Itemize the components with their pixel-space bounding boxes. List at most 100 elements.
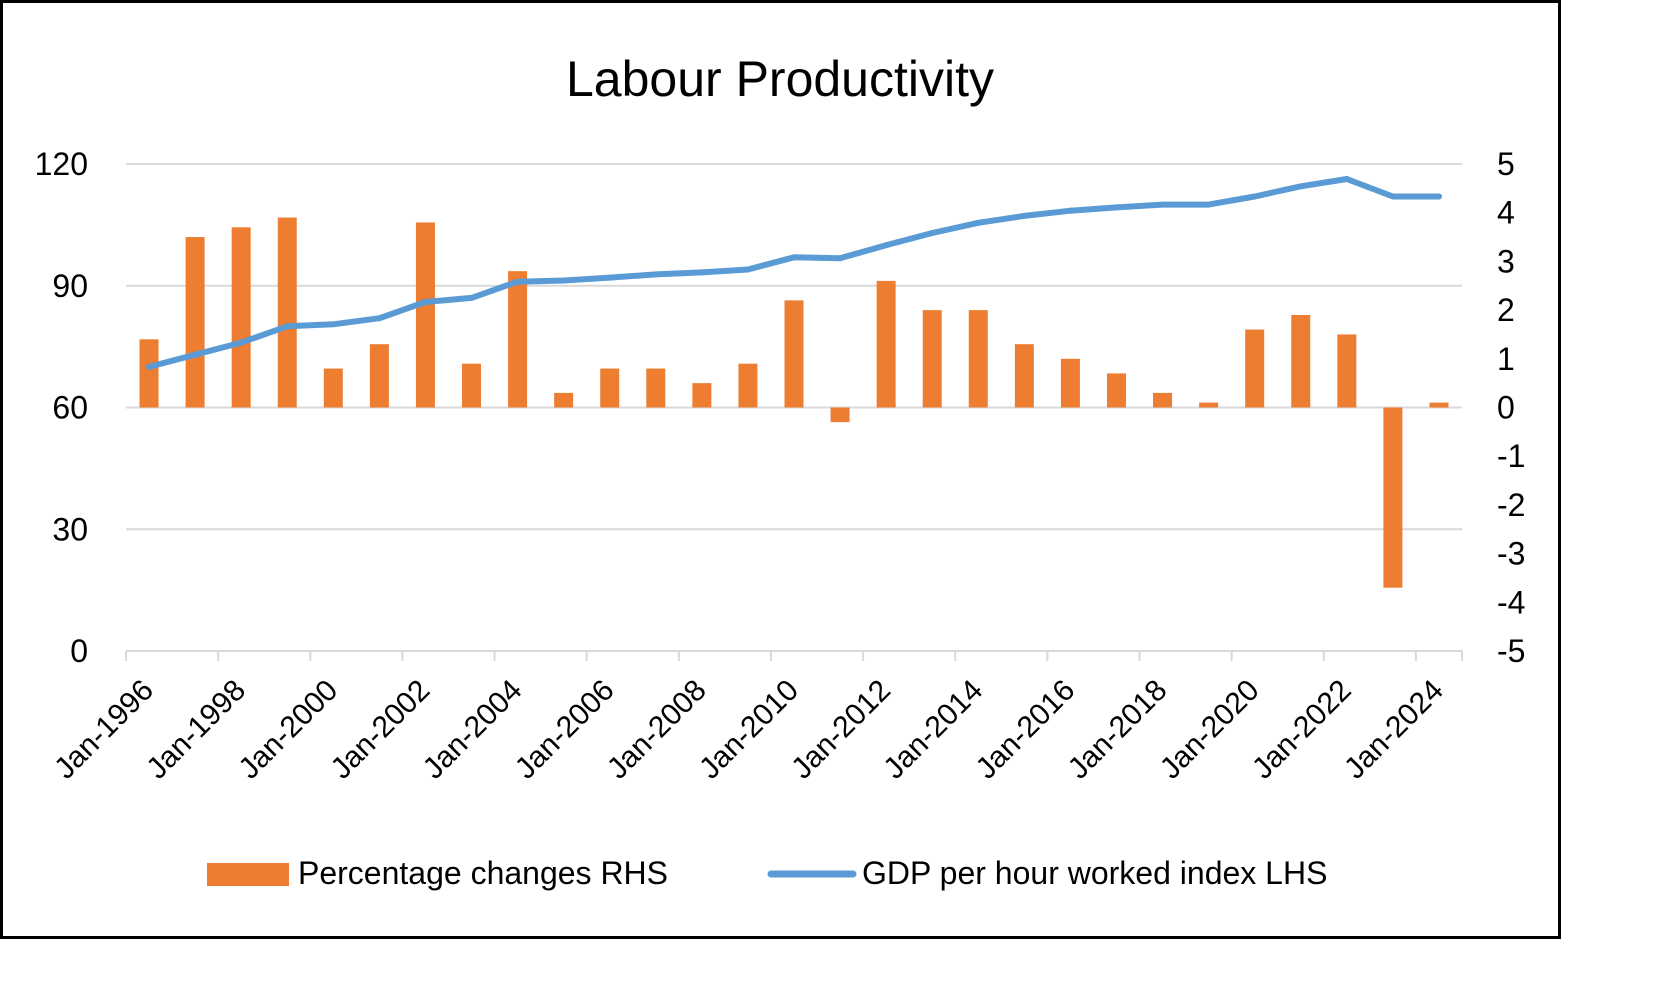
x-axis-labels: Jan-1996Jan-1998Jan-2000Jan-2002Jan-2004… — [48, 674, 1450, 786]
right-axis-label: 3 — [1497, 243, 1515, 279]
bar-2010 — [784, 300, 804, 408]
bar-2016 — [1060, 358, 1080, 408]
line-point-2003 — [468, 294, 475, 301]
x-axis-label: Jan-1996 — [48, 674, 160, 786]
line-point-2008 — [698, 269, 705, 276]
x-axis-label: Jan-2024 — [1338, 674, 1450, 786]
right-axis-label: -1 — [1497, 438, 1525, 474]
bar-1997 — [185, 237, 205, 408]
line-point-2017 — [1113, 204, 1120, 211]
x-axis-label: Jan-2004 — [417, 674, 529, 786]
legend-line-label: GDP per hour worked index LHS — [862, 855, 1327, 891]
line-point-2018 — [1159, 201, 1166, 208]
right-axis-labels: -5 -4 -3 -2 -1 0 1 2 3 4 5 — [1497, 146, 1525, 669]
line-point-2004 — [514, 278, 521, 285]
line-point-2014 — [975, 219, 982, 226]
bar-1996 — [139, 339, 159, 408]
line-point-2023 — [1389, 193, 1396, 200]
chart-title: Labour Productivity — [566, 51, 994, 107]
x-axis-label: Jan-2014 — [877, 674, 989, 786]
line-point-2000 — [330, 321, 337, 328]
line-point-2007 — [652, 271, 659, 278]
line-point-2021 — [1297, 183, 1304, 190]
line-point-1996 — [146, 363, 153, 370]
legend: Percentage changes RHS GDP per hour work… — [207, 855, 1327, 891]
line-point-2015 — [1021, 212, 1028, 219]
bar-2015 — [1014, 344, 1034, 408]
legend-bar-swatch — [207, 863, 289, 886]
line-point-2020 — [1251, 193, 1258, 200]
left-axis-label: 0 — [70, 633, 88, 669]
line-point-2009 — [744, 266, 751, 273]
bar-2005 — [554, 392, 574, 408]
bar-2020 — [1245, 329, 1265, 408]
bar-2014 — [968, 310, 988, 408]
right-axis-label: 5 — [1497, 146, 1515, 182]
right-axis-label: -3 — [1497, 536, 1525, 572]
x-axis-label: Jan-2012 — [785, 674, 897, 786]
bar-2013 — [922, 310, 942, 408]
right-axis-label: -4 — [1497, 584, 1525, 620]
bar-2006 — [600, 368, 620, 408]
line-point-2013 — [929, 229, 936, 236]
bar-1998 — [231, 227, 251, 408]
bar-2017 — [1106, 373, 1126, 408]
line-point-2005 — [560, 277, 567, 284]
x-axis-label: Jan-2010 — [693, 674, 805, 786]
x-axis — [125, 650, 1463, 661]
line-point-2024 — [1435, 193, 1442, 200]
line-point-2006 — [606, 274, 613, 281]
x-axis-label: Jan-2022 — [1246, 674, 1358, 786]
bar-2000 — [323, 368, 343, 408]
line-point-2019 — [1205, 201, 1212, 208]
line-point-1997 — [192, 351, 199, 358]
bar-2022 — [1337, 334, 1357, 408]
bar-2011 — [830, 407, 850, 423]
chart-frame — [0, 0, 1561, 939]
legend-bar-label: Percentage changes RHS — [298, 855, 668, 891]
right-axis-label: -2 — [1497, 487, 1525, 523]
bar-2007 — [646, 368, 666, 408]
line-point-1998 — [238, 339, 245, 346]
line-point-2012 — [883, 242, 890, 249]
left-axis-label: 60 — [52, 390, 88, 426]
x-axis-label: Jan-2008 — [601, 674, 713, 786]
left-axis-label: 30 — [52, 511, 88, 547]
x-axis-label: Jan-2016 — [970, 674, 1082, 786]
line-point-2001 — [376, 315, 383, 322]
line-series — [146, 176, 1442, 370]
right-axis-label: -5 — [1497, 633, 1525, 669]
bar-2004 — [508, 271, 528, 408]
bar-2012 — [876, 280, 896, 408]
bar-2008 — [692, 383, 712, 408]
right-axis-label: 0 — [1497, 390, 1515, 426]
bar-1999 — [277, 217, 297, 408]
line-point-2011 — [837, 255, 844, 262]
bar-2003 — [462, 363, 482, 408]
x-axis-label: Jan-2000 — [232, 674, 344, 786]
bar-2002 — [415, 222, 435, 408]
left-axis-label: 90 — [52, 268, 88, 304]
bar-2018 — [1153, 392, 1173, 408]
line-point-1999 — [284, 323, 291, 330]
bar-2023 — [1383, 407, 1403, 588]
bar-2019 — [1199, 402, 1219, 408]
x-axis-label: Jan-2018 — [1062, 674, 1174, 786]
bar-series — [139, 217, 1449, 588]
x-axis-label: Jan-2002 — [325, 674, 437, 786]
left-axis-label: 120 — [35, 146, 88, 182]
bar-2024 — [1429, 402, 1449, 408]
right-axis-label: 2 — [1497, 292, 1515, 328]
right-axis-label: 1 — [1497, 341, 1515, 377]
bar-2021 — [1291, 314, 1311, 408]
x-axis-label: Jan-1998 — [140, 674, 252, 786]
left-axis-labels: 0 30 60 90 120 — [35, 146, 88, 669]
x-axis-label: Jan-2020 — [1154, 674, 1266, 786]
bar-2001 — [369, 344, 389, 408]
line-point-2022 — [1343, 176, 1350, 183]
x-axis-label: Jan-2006 — [509, 674, 621, 786]
right-axis-label: 4 — [1497, 195, 1515, 231]
line-point-2016 — [1067, 207, 1074, 214]
bar-2009 — [738, 363, 758, 408]
